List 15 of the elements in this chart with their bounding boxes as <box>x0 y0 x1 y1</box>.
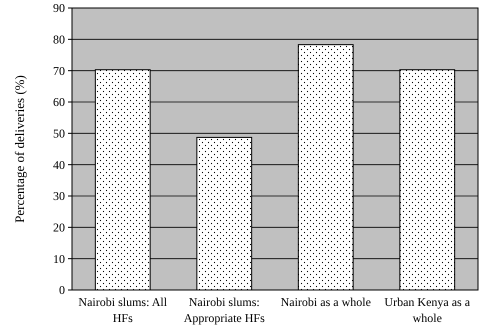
y-tick-label: 20 <box>53 220 65 235</box>
y-tick-label: 10 <box>53 252 65 266</box>
y-tick-label: 80 <box>53 32 65 47</box>
y-tick-label: 90 <box>53 1 65 16</box>
y-tick-label: 0 <box>59 283 65 298</box>
y-tick-label: 40 <box>53 158 65 172</box>
y-tick-label: 30 <box>53 189 65 204</box>
x-tick-label: Nairobi slums: All HFs <box>78 295 168 325</box>
x-tick-label: Urban Kenya as a whole <box>384 295 471 325</box>
y-tick-label: 50 <box>53 126 65 141</box>
x-tick-label: Nairobi slums: Appropriate HFs <box>184 295 266 325</box>
y-tick-label: 60 <box>53 95 65 110</box>
x-tick-label: Nairobi as a whole <box>280 295 371 309</box>
y-axis-title: Percentage of deliveries (%) <box>12 75 27 223</box>
y-tick-label: 70 <box>53 64 65 78</box>
